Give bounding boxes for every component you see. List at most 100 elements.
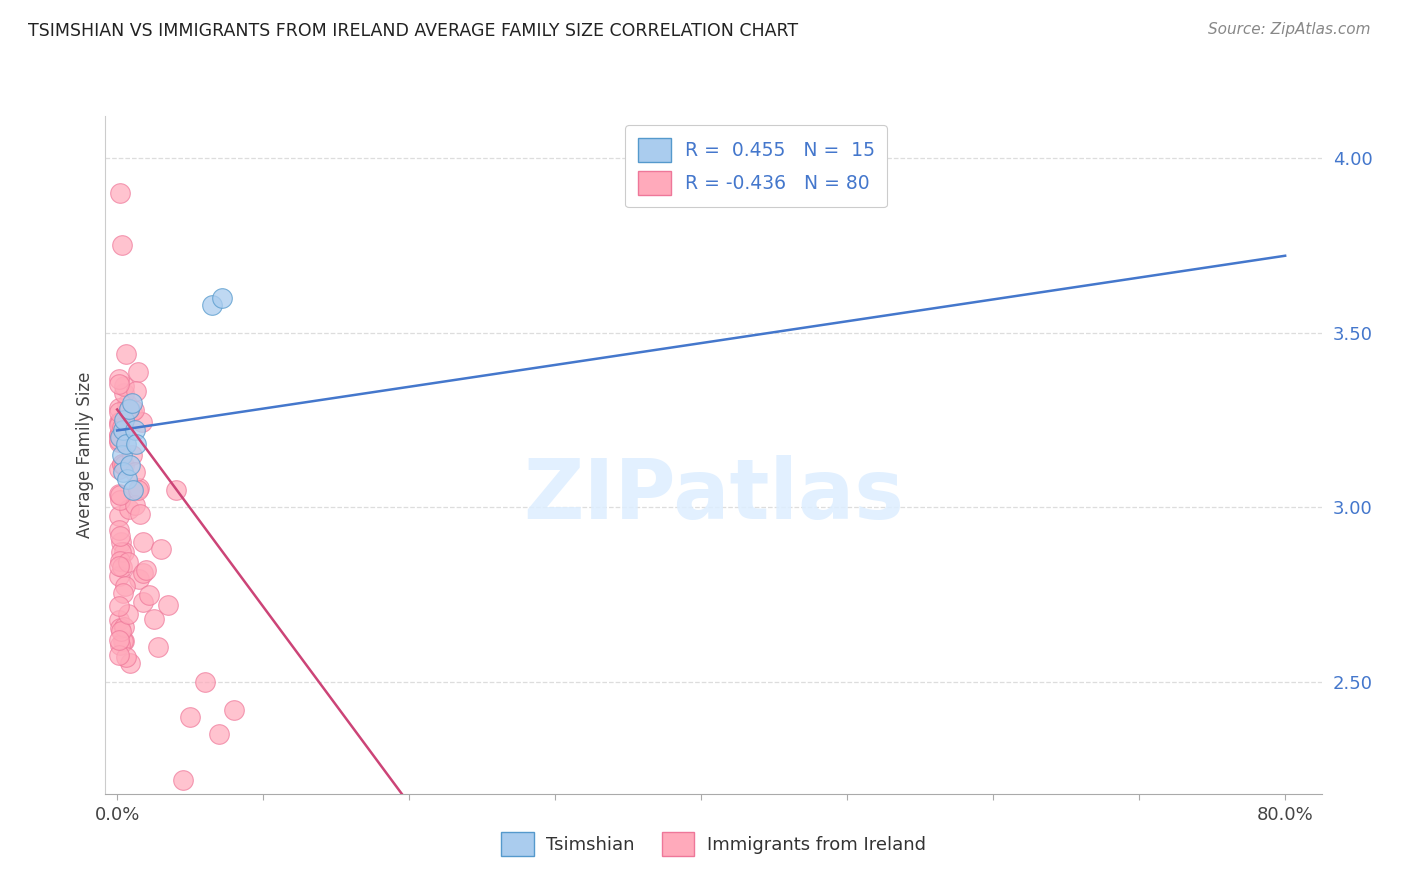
- Point: [111, 457, 134, 471]
- Point: [125, 437, 148, 451]
- Point: [121, 405, 143, 419]
- Point: [107, 376, 129, 391]
- Point: [121, 448, 143, 462]
- Point: [208, 727, 231, 741]
- Point: [124, 424, 146, 438]
- Point: [108, 488, 131, 502]
- Point: [165, 483, 187, 497]
- Point: [111, 466, 134, 480]
- Point: [107, 509, 129, 524]
- Point: [108, 415, 131, 429]
- Point: [108, 493, 131, 508]
- Point: [108, 401, 131, 416]
- Point: [122, 403, 145, 417]
- Point: [117, 472, 139, 486]
- Point: [111, 585, 134, 599]
- Text: TSIMSHIAN VS IMMIGRANTS FROM IRELAND AVERAGE FAMILY SIZE CORRELATION CHART: TSIMSHIAN VS IMMIGRANTS FROM IRELAND AVE…: [28, 22, 799, 40]
- Point: [135, 563, 157, 577]
- Point: [127, 365, 149, 379]
- Point: [149, 542, 172, 557]
- Point: [112, 634, 135, 648]
- Point: [157, 598, 180, 612]
- Point: [114, 649, 136, 664]
- Point: [108, 553, 131, 567]
- Point: [107, 418, 129, 433]
- Point: [127, 483, 149, 497]
- Point: [211, 291, 233, 305]
- Point: [107, 523, 129, 537]
- Point: [107, 434, 129, 448]
- Point: [110, 559, 132, 574]
- Point: [172, 772, 194, 787]
- Point: [108, 528, 131, 542]
- Point: [118, 402, 141, 417]
- Point: [117, 607, 139, 621]
- Point: [128, 572, 150, 586]
- Point: [120, 656, 142, 670]
- Point: [118, 402, 141, 417]
- Point: [114, 579, 136, 593]
- Point: [112, 386, 135, 401]
- Point: [110, 624, 132, 638]
- Y-axis label: Average Family Size: Average Family Size: [76, 372, 94, 538]
- Point: [138, 588, 160, 602]
- Point: [107, 633, 129, 648]
- Point: [179, 710, 201, 724]
- Point: [108, 430, 131, 444]
- Point: [110, 545, 132, 559]
- Point: [112, 620, 135, 634]
- Point: [117, 555, 139, 569]
- Point: [111, 634, 134, 648]
- Point: [115, 347, 138, 361]
- Point: [107, 487, 129, 501]
- Point: [110, 638, 132, 652]
- Point: [128, 481, 150, 495]
- Point: [222, 703, 245, 717]
- Point: [118, 502, 141, 516]
- Legend: Tsimshian, Immigrants from Ireland: Tsimshian, Immigrants from Ireland: [494, 825, 934, 863]
- Point: [107, 613, 129, 627]
- Point: [194, 675, 217, 690]
- Point: [115, 437, 138, 451]
- Point: [107, 435, 129, 450]
- Point: [108, 186, 131, 200]
- Point: [107, 599, 129, 613]
- Point: [107, 428, 129, 442]
- Point: [115, 397, 138, 411]
- Point: [108, 621, 131, 635]
- Point: [120, 458, 142, 473]
- Point: [107, 648, 129, 662]
- Point: [110, 535, 132, 549]
- Point: [201, 298, 224, 312]
- Point: [107, 428, 129, 442]
- Point: [112, 458, 135, 473]
- Point: [110, 448, 132, 462]
- Point: [129, 508, 152, 522]
- Point: [111, 424, 134, 438]
- Text: ZIPatlas: ZIPatlas: [523, 455, 904, 536]
- Point: [107, 558, 129, 573]
- Point: [131, 415, 153, 429]
- Point: [112, 545, 135, 559]
- Point: [107, 415, 129, 429]
- Point: [125, 384, 148, 398]
- Point: [111, 458, 134, 472]
- Point: [122, 483, 145, 497]
- Point: [124, 498, 146, 512]
- Point: [142, 612, 165, 626]
- Point: [131, 595, 153, 609]
- Point: [111, 420, 134, 434]
- Point: [121, 395, 143, 409]
- Point: [131, 566, 153, 581]
- Point: [146, 640, 169, 654]
- Point: [112, 378, 135, 392]
- Point: [107, 569, 129, 583]
- Point: [108, 372, 131, 386]
- Text: Source: ZipAtlas.com: Source: ZipAtlas.com: [1208, 22, 1371, 37]
- Point: [107, 405, 129, 419]
- Point: [110, 238, 132, 252]
- Point: [124, 466, 146, 480]
- Point: [107, 461, 129, 475]
- Point: [132, 535, 155, 549]
- Point: [112, 413, 135, 427]
